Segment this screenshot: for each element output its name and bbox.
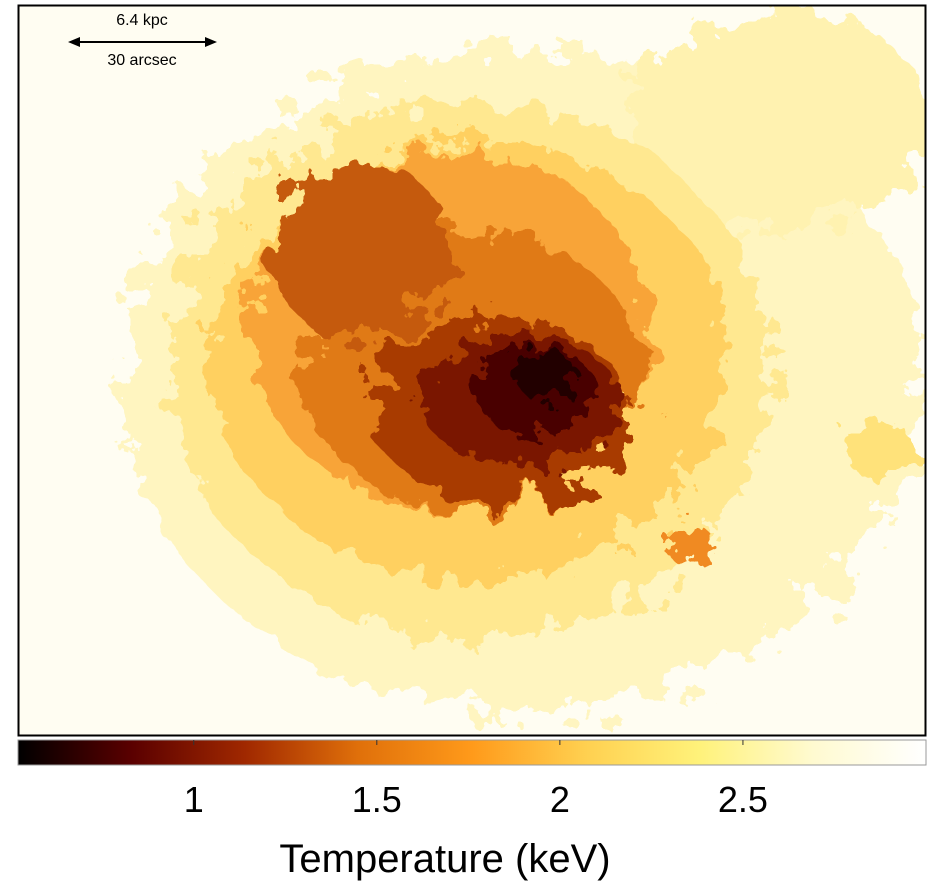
scale-bar: 6.4 kpc 30 arcsec — [68, 12, 217, 69]
colorbar-tick-label: 2 — [550, 779, 570, 820]
colorbar-label: Temperature (keV) — [279, 837, 610, 881]
scale-label-arcsec: 30 arcsec — [107, 52, 176, 69]
colorbar-tick-label: 1.5 — [352, 779, 402, 820]
colorbar-gradient — [17, 739, 927, 766]
map-frame — [17, 4, 927, 737]
scale-label-kpc: 6.4 kpc — [116, 12, 168, 29]
temperature-map — [19, 6, 925, 735]
colorbar-tick-label: 1 — [184, 779, 204, 820]
colorbar: 1 1.5 2 2.5 — [17, 739, 927, 820]
colorbar-tick-label: 2.5 — [718, 779, 768, 820]
